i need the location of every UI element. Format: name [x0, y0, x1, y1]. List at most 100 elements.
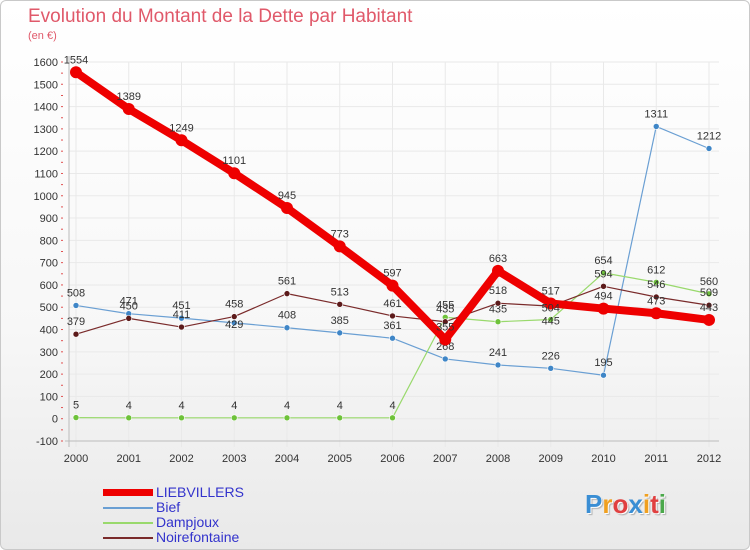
data-point-noirefontaine — [283, 290, 291, 297]
data-point-noirefontaine — [494, 299, 502, 307]
data-point-liebvillers — [703, 313, 715, 326]
data-label-dampjoux: 435 — [489, 304, 507, 316]
y-tick-label: 500 — [40, 302, 58, 314]
data-label-liebvillers: 663 — [489, 253, 507, 265]
data-point-bief — [72, 302, 80, 309]
data-point-bief — [283, 324, 291, 332]
data-point-dampjoux — [389, 414, 396, 422]
data-point-liebvillers — [175, 134, 188, 147]
data-point-bief — [178, 314, 185, 322]
legend-item-dampjoux: Dampjoux — [103, 515, 303, 530]
data-label-liebvillers: 355 — [436, 322, 454, 334]
y-tick-label: 1200 — [34, 146, 58, 158]
data-label-liebvillers: 1101 — [222, 155, 246, 167]
data-label-noirefontaine: 461 — [383, 298, 401, 310]
y-tick-label: 800 — [40, 235, 58, 247]
data-point-dampjoux — [494, 318, 502, 326]
data-label-liebvillers: 1249 — [169, 122, 193, 134]
data-point-bief — [600, 371, 607, 379]
data-point-liebvillers — [439, 333, 452, 346]
y-tick-label: -100 — [36, 436, 58, 448]
data-label-noirefontaine: 411 — [173, 309, 191, 321]
data-label-liebvillers: 597 — [383, 268, 401, 280]
data-point-dampjoux — [336, 414, 344, 422]
data-label-noirefontaine: 458 — [225, 299, 243, 311]
y-tick-label: 100 — [40, 391, 58, 403]
data-label-extra: 429 — [225, 319, 243, 331]
data-label-liebvillers: 473 — [647, 295, 665, 307]
logo-letter: P — [585, 489, 603, 519]
data-label-noirefontaine: 379 — [67, 316, 85, 328]
data-label-noirefontaine: 509 — [700, 287, 718, 299]
legend-item-noirefontaine: Noirefontaine — [103, 530, 303, 545]
data-label-bief: 385 — [331, 315, 349, 327]
legend-swatch-liebvillers — [103, 489, 153, 496]
y-tick-label: 1500 — [34, 79, 58, 91]
y-tick-label: 1000 — [34, 191, 58, 203]
data-point-dampjoux — [705, 290, 713, 298]
proxiti-logo: Proxiti — [585, 489, 666, 520]
data-point-liebvillers — [122, 103, 135, 116]
x-tick-label: 2006 — [380, 453, 404, 465]
data-point-liebvillers — [597, 302, 610, 315]
data-point-liebvillers — [386, 279, 399, 292]
y-tick-label: 1100 — [34, 168, 58, 180]
y-tick-label: 1300 — [34, 124, 58, 136]
data-label-bief: 241 — [489, 347, 507, 359]
data-label-noirefontaine: 435 — [436, 304, 454, 316]
legend-item-bief: Bief — [103, 500, 303, 515]
x-tick-label: 2004 — [275, 453, 299, 465]
data-label-dampjoux: 612 — [647, 264, 665, 276]
data-point-noirefontaine — [72, 330, 80, 338]
data-label-liebvillers: 1389 — [117, 91, 141, 103]
data-label-liebvillers: 773 — [331, 228, 349, 240]
data-label-bief: 195 — [594, 357, 612, 369]
chart-title: Evolution du Montant de la Dette par Hab… — [28, 6, 413, 27]
data-label-liebvillers: 517 — [542, 285, 560, 297]
data-point-liebvillers — [492, 264, 504, 277]
data-point-liebvillers — [650, 307, 663, 320]
x-tick-label: 2005 — [328, 453, 352, 465]
data-label-bief: 408 — [278, 310, 296, 322]
y-tick-label: 1600 — [34, 57, 58, 69]
data-point-bief — [705, 145, 713, 152]
data-point-bief — [389, 334, 396, 342]
data-label-noirefontaine: 546 — [647, 279, 665, 291]
data-label-bief: 1311 — [644, 108, 668, 120]
data-point-noirefontaine — [705, 301, 713, 309]
logo-letter: i — [658, 489, 666, 519]
data-label-bief: 268 — [436, 341, 454, 353]
data-point-dampjoux — [283, 414, 291, 422]
data-point-bief — [652, 123, 660, 130]
x-tick-label: 2008 — [486, 453, 510, 465]
data-label-noirefontaine: 594 — [594, 268, 612, 280]
data-point-dampjoux — [600, 269, 607, 277]
x-tick-label: 2003 — [222, 453, 246, 465]
data-point-noirefontaine — [178, 323, 185, 331]
data-label-bief: 1212 — [697, 131, 721, 143]
legend-label-bief: Bief — [156, 499, 181, 515]
data-label-dampjoux: 4 — [284, 400, 290, 412]
data-point-noirefontaine — [441, 318, 449, 326]
data-point-noirefontaine — [389, 312, 396, 320]
data-label-dampjoux: 455 — [436, 299, 454, 311]
data-label-noirefontaine: 561 — [278, 276, 296, 288]
data-point-bief — [336, 329, 344, 337]
legend-item-liebvillers: LIEBVILLERS — [103, 485, 303, 500]
data-label-extra: 504 — [542, 302, 560, 314]
data-label-dampjoux: 654 — [594, 255, 612, 267]
data-point-noirefontaine — [336, 301, 344, 308]
logo-letter: o — [612, 489, 629, 519]
legend-swatch-bief — [103, 507, 153, 509]
y-tick-label: 400 — [40, 325, 58, 337]
data-label-noirefontaine: 450 — [120, 300, 138, 312]
data-point-liebvillers — [281, 202, 293, 215]
data-point-noirefontaine — [125, 315, 133, 322]
y-tick-label: 600 — [40, 280, 58, 292]
data-point-noirefontaine — [230, 313, 238, 320]
x-tick-label: 2002 — [169, 453, 193, 465]
logo-letter: t — [650, 489, 659, 519]
logo-letter: i — [642, 489, 651, 519]
data-label-extra: 445 — [542, 315, 560, 327]
